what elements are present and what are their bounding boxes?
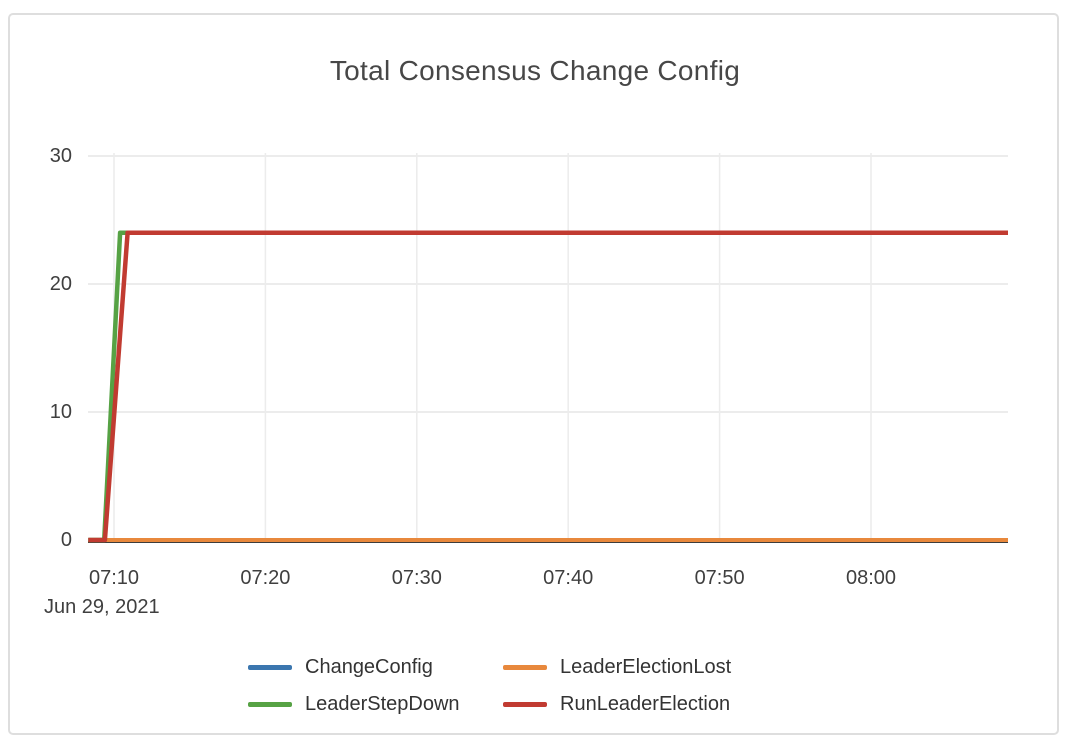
legend-item-changeconfig[interactable]: ChangeConfig — [248, 655, 433, 679]
y-tick-label: 10 — [49, 401, 72, 423]
legend-label: LeaderElectionLost — [560, 656, 732, 678]
legend-label: ChangeConfig — [305, 656, 433, 678]
x-tick-label: 08:00 — [845, 567, 897, 589]
x-tick-label: 07:10 — [88, 567, 140, 589]
x-tick-label: 07:40 — [543, 567, 594, 589]
legend-swatch-leaderstepdown — [248, 701, 292, 707]
legend-swatch-runleaderelection — [503, 701, 547, 707]
legend-swatch-changeconfig — [248, 664, 292, 670]
legend-item-runleaderelection[interactable]: RunLeaderElection — [503, 692, 730, 716]
y-tick-label: 20 — [49, 273, 72, 295]
legend-label: LeaderStepDown — [305, 693, 460, 715]
x-tick-label: 07:20 — [240, 567, 291, 589]
legend-item-leaderelectionlost[interactable]: LeaderElectionLost — [503, 655, 731, 679]
y-tick-label: 30 — [49, 145, 72, 167]
chart-card — [8, 13, 1059, 735]
chart-title: Total Consensus Change Config — [329, 55, 741, 86]
legend-item-leaderstepdown[interactable]: LeaderStepDown — [248, 692, 460, 716]
legend-label: RunLeaderElection — [560, 693, 731, 715]
legend-swatch-leaderelectionlost — [503, 664, 547, 670]
series-line-runleaderelection — [88, 230, 1008, 543]
y-tick-label: 0 — [60, 529, 72, 551]
series-line-leaderstepdown — [88, 230, 1008, 543]
x-tick-label: 07:50 — [694, 567, 745, 589]
x-axis-date-label: Jun 29, 2021 — [44, 596, 160, 618]
x-tick-label: 07:30 — [391, 567, 442, 589]
